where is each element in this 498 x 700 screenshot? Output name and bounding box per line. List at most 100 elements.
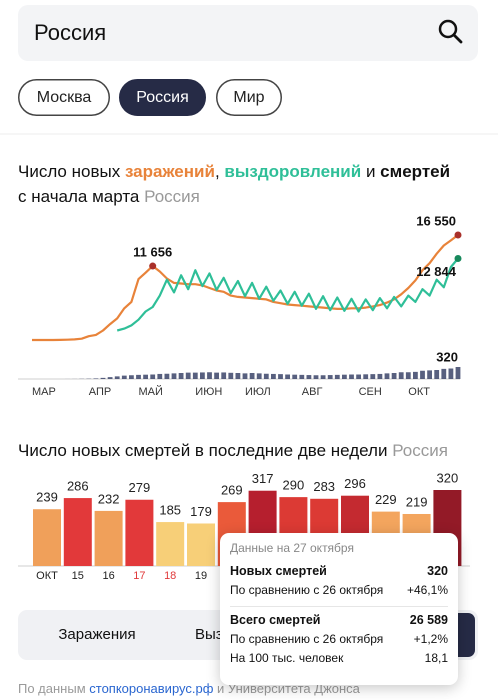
tooltip-value: 320 <box>427 564 448 578</box>
death-bars <box>65 367 461 379</box>
death-bar <box>263 373 269 379</box>
death-bar <box>299 374 305 379</box>
tooltip-value: 18,1 <box>424 651 448 665</box>
title-text: Число новых <box>18 162 121 181</box>
tooltip-row: Новых смертей 320 <box>230 562 448 581</box>
death-bar <box>292 374 298 379</box>
death-bar <box>242 373 248 379</box>
death-bar <box>185 372 191 379</box>
search-icon-handle <box>452 33 463 44</box>
x-tick-label: 17 <box>133 570 145 582</box>
tooltip-row: По сравнению с 26 октября +1,2% <box>230 630 448 649</box>
title-series: выздоровлений <box>224 162 362 181</box>
death-bar <box>228 372 234 379</box>
death-bar <box>455 367 461 379</box>
value-label: 320 <box>436 349 458 364</box>
tooltip-label: По сравнению с 26 октября <box>230 632 384 646</box>
chart-title: Число новых смертей в последние две неде… <box>18 438 448 463</box>
bar <box>63 498 92 566</box>
tooltip-title: Данные на 27 октября <box>230 541 354 555</box>
chart-title: Число новых заражений, выздоровлений и с… <box>18 159 450 209</box>
search-query[interactable]: Россия <box>34 20 106 45</box>
death-bar <box>235 373 241 379</box>
value-label: 179 <box>190 504 212 519</box>
value-label: 269 <box>221 483 243 498</box>
death-bar <box>285 374 290 379</box>
death-bar <box>313 375 319 379</box>
title-text: Число новых смертей в последние две неде… <box>18 441 388 460</box>
value-label: 290 <box>283 478 305 493</box>
subtitle: с начала марта <box>18 187 140 206</box>
death-bar <box>150 374 156 379</box>
point <box>454 255 462 263</box>
death-bar <box>398 372 404 379</box>
tab[interactable] <box>216 79 282 116</box>
death-bar <box>278 374 283 379</box>
tab-label[interactable]: Мир <box>233 89 264 106</box>
death-bar <box>320 375 326 379</box>
death-bar <box>192 372 198 379</box>
footer-link[interactable]: стопкоронавирус.рф <box>89 681 214 696</box>
x-tick-label: АВГ <box>302 386 323 398</box>
tooltip-row: На 100 тыс. человек 18,1 <box>230 649 448 668</box>
death-bar <box>384 373 390 379</box>
death-bar <box>178 373 184 379</box>
tab[interactable] <box>18 79 110 116</box>
bar <box>94 510 123 566</box>
death-bar <box>171 373 177 379</box>
x-tick-label: ОКТ <box>36 570 58 582</box>
value-label: 12 844 <box>416 264 457 279</box>
value-label: 283 <box>313 479 335 494</box>
value-label: 239 <box>36 490 58 505</box>
death-bar <box>143 374 148 379</box>
tab-label[interactable]: Россия <box>136 89 188 106</box>
tab[interactable] <box>119 79 206 116</box>
death-bar <box>391 373 397 379</box>
x-tick-label: МАЙ <box>139 385 163 398</box>
point <box>454 231 462 239</box>
death-bar <box>420 370 425 379</box>
value-label: 185 <box>159 503 181 518</box>
x-tick-label: СЕН <box>359 386 382 398</box>
tooltip-label: На 100 тыс. человек <box>230 651 344 665</box>
search-bar[interactable] <box>18 5 478 61</box>
tooltip-value: +46,1% <box>406 583 448 597</box>
death-bar <box>413 371 418 379</box>
death-bar <box>256 373 262 379</box>
tooltip-label: Новых смертей <box>230 564 327 578</box>
value-label: 279 <box>129 480 151 495</box>
bar <box>33 509 61 566</box>
death-bar <box>214 372 219 379</box>
search-icon[interactable] <box>438 19 458 39</box>
series-line <box>32 234 459 342</box>
death-bar <box>129 375 134 379</box>
value-label: 219 <box>406 494 428 509</box>
death-bar <box>200 372 205 379</box>
value-label: 11 656 <box>133 244 172 259</box>
death-bar <box>93 378 99 379</box>
tooltip-value: +1,2% <box>413 632 448 646</box>
death-bar <box>164 373 170 379</box>
title-text: и <box>365 162 376 181</box>
death-bar <box>100 377 106 379</box>
tooltip-row: По сравнению с 26 октября +46,1% <box>230 581 448 600</box>
tooltip-label: По сравнению с 26 октября <box>230 583 384 597</box>
death-bar <box>221 372 227 379</box>
death-bar <box>327 375 333 379</box>
x-tick-label: МАР <box>32 386 56 398</box>
bar <box>187 523 215 566</box>
x-tick-label: 15 <box>72 570 84 582</box>
death-bar <box>249 373 255 379</box>
death-bar <box>107 377 113 379</box>
tooltip-value: 26 589 <box>409 613 448 627</box>
death-bar <box>342 374 347 379</box>
death-bar <box>405 372 411 379</box>
x-tick-label: 19 <box>195 570 207 582</box>
death-bar <box>427 370 432 379</box>
tab-label[interactable]: Москва <box>37 89 92 106</box>
bottom-tab[interactable]: Заражения <box>58 626 135 643</box>
death-bar <box>271 373 276 379</box>
x-tick-label: 18 <box>164 570 176 582</box>
death-bar <box>207 372 212 379</box>
